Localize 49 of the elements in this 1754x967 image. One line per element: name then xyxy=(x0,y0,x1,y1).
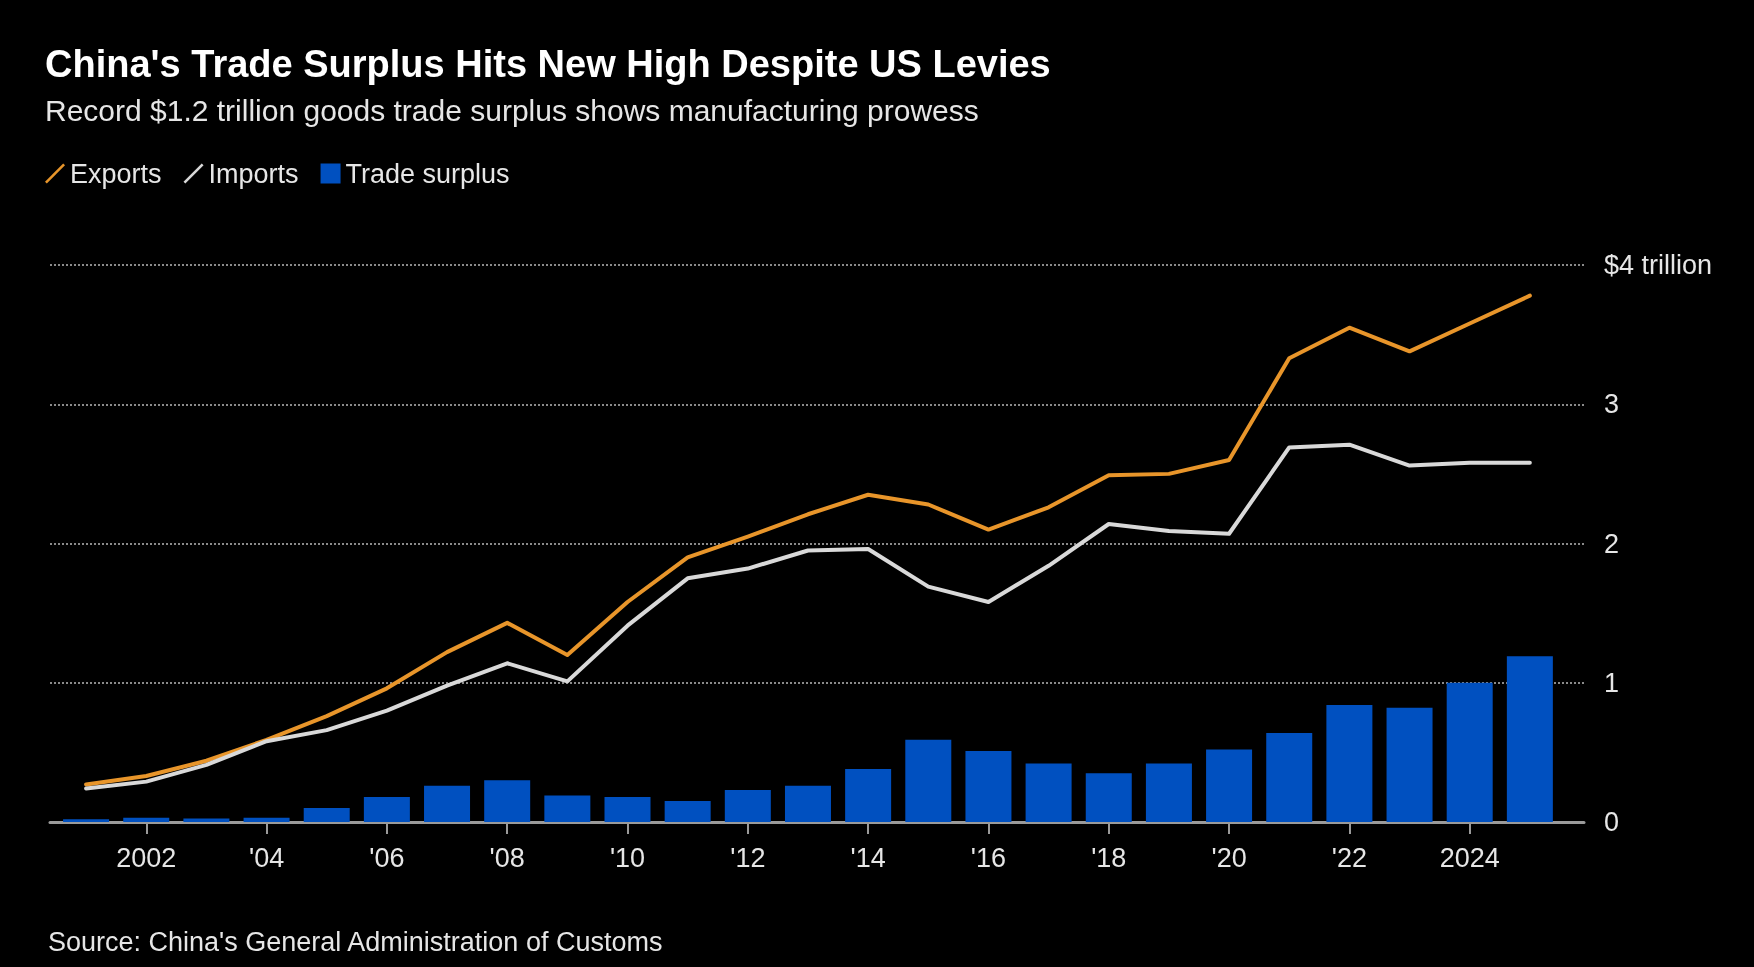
x-tick-label: '08 xyxy=(489,842,525,873)
bar xyxy=(1386,707,1433,822)
line-series xyxy=(84,293,1532,787)
bar xyxy=(424,785,471,822)
bar xyxy=(544,795,591,822)
bar xyxy=(1206,749,1253,822)
bar xyxy=(303,808,350,822)
bar xyxy=(905,739,952,822)
chart-title: China's Trade Surplus Hits New High Despite US Levies xyxy=(45,43,1051,85)
source-note: Source: China's General Administration of Customs xyxy=(48,926,663,957)
y-tick-label: 0 xyxy=(1604,807,1620,837)
bar xyxy=(243,817,290,822)
y-tick-label: 1 xyxy=(1604,667,1620,698)
bar xyxy=(1266,732,1313,822)
bar xyxy=(484,780,531,822)
chart-subtitle: Record $1.2 trillion goods trade surplus shows manufacturing prowess xyxy=(45,93,979,127)
bar xyxy=(724,789,771,822)
legend-label: Imports xyxy=(208,158,299,189)
x-tick-label: '14 xyxy=(850,842,886,873)
bar xyxy=(1446,682,1493,822)
legend-label: Trade surplus xyxy=(345,158,510,189)
bar xyxy=(965,750,1012,822)
x-tick-label: '12 xyxy=(730,842,766,873)
y-tick-label: 3 xyxy=(1604,389,1620,420)
bar xyxy=(123,817,170,822)
bar xyxy=(1506,656,1553,822)
x-tick-label: '16 xyxy=(970,842,1007,873)
x-tick-label: '20 xyxy=(1211,842,1247,873)
x-tick-label: '06 xyxy=(369,842,405,873)
bar xyxy=(1025,763,1072,822)
bar xyxy=(784,785,831,822)
bar xyxy=(63,819,110,822)
x-tick-label: '22 xyxy=(1331,842,1367,873)
bar xyxy=(1085,773,1132,822)
bar xyxy=(845,769,892,822)
line-series xyxy=(84,442,1532,791)
y-tick-label: $4 trillion xyxy=(1604,250,1713,280)
legend-label: Exports xyxy=(70,158,162,189)
x-tick-label: 2024 xyxy=(1439,842,1500,873)
bar xyxy=(604,796,651,822)
bar xyxy=(1326,705,1373,822)
bar xyxy=(664,801,711,822)
y-tick-label: 2 xyxy=(1604,528,1620,559)
x-tick-label: 2002 xyxy=(116,842,177,873)
bar xyxy=(1145,763,1192,822)
bar xyxy=(363,796,410,822)
x-tick-label: '18 xyxy=(1091,842,1127,873)
x-tick-label: '04 xyxy=(248,842,285,873)
x-tick-label: '10 xyxy=(609,842,646,873)
